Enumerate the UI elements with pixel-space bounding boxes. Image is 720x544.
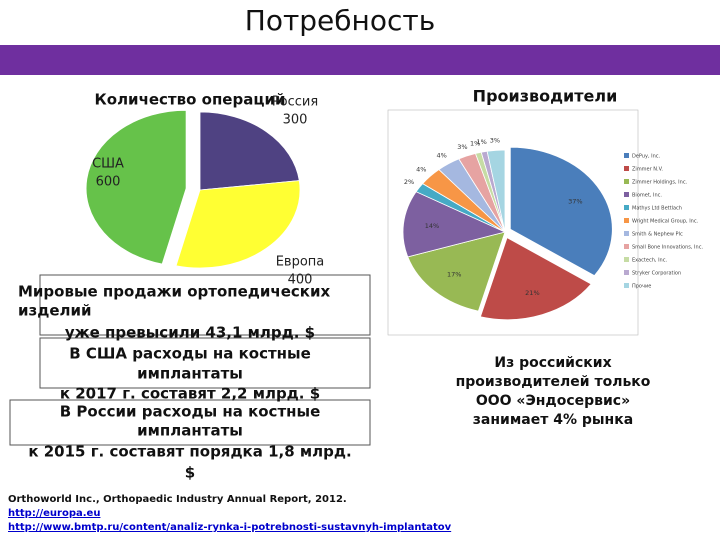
data-label-name: Европа	[276, 255, 325, 270]
legend-label: Exactech, Inc.	[632, 258, 667, 264]
data-label: 3%	[490, 137, 500, 145]
legend-label: Zimmer N.V.	[632, 167, 663, 173]
chart-title: Количество операций	[95, 91, 286, 109]
data-label-value: 300	[283, 113, 308, 128]
banner	[0, 45, 720, 75]
body-text: изделий	[18, 302, 92, 320]
body-text: В США расходы на костные	[69, 345, 311, 363]
legend-label: Прочие	[632, 284, 651, 290]
legend-label: Smith & Nephew Plc	[632, 232, 683, 238]
legend-label: Small Bone Innovations, Inc.	[632, 245, 703, 251]
body-text: занимает 4% рынка	[473, 412, 633, 428]
pie-slice	[407, 231, 506, 312]
legend-label: Mathys Ltd Bettlach	[632, 206, 682, 212]
data-label: 4%	[437, 152, 447, 160]
text-box	[9, 399, 371, 446]
legend-label: Zimmer Holdings, Inc.	[632, 180, 688, 186]
body-text: Из российских	[494, 355, 611, 371]
body-text: Мировые продажи ортопедических	[18, 283, 330, 301]
legend-swatch	[624, 179, 629, 184]
legend-swatch	[624, 244, 629, 249]
text-box	[39, 274, 371, 336]
data-label-value: 600	[96, 175, 121, 190]
legend-swatch	[624, 192, 629, 197]
pie-slice	[479, 237, 592, 321]
text-box	[39, 337, 371, 389]
legend-swatch	[624, 153, 629, 158]
data-label: 37%	[568, 198, 582, 206]
data-label-name: США	[92, 157, 124, 172]
body-text: В России расходы на костные	[60, 403, 321, 421]
body-text: к 2015 г. составят порядка 1,8 млрд.	[28, 443, 351, 461]
legend-swatch	[624, 231, 629, 236]
slide-title: Потребность	[245, 4, 435, 37]
data-label: 17%	[447, 271, 461, 279]
body-text: ООО «Эндосервис»	[476, 393, 630, 409]
data-label: 4%	[416, 165, 426, 173]
pie-slice	[486, 149, 506, 233]
data-label: 21%	[525, 289, 539, 297]
legend-label: Wright Medical Group, Inc.	[632, 219, 699, 225]
data-label: 1%	[470, 139, 480, 147]
legend-swatch	[624, 270, 629, 275]
data-label-name: Россия	[272, 95, 318, 110]
legend-swatch	[624, 283, 629, 288]
pie-slice	[402, 191, 507, 258]
source-link: http://www.bmtp.ru/content/analiz-rynka-…	[8, 522, 452, 533]
source-text: Orthoworld Inc., Orthopaedic Industry An…	[8, 494, 347, 505]
data-label: 1%	[477, 138, 487, 146]
data-label: 2%	[404, 178, 414, 186]
body-text: к 2017 г. составят 2,2 млрд. $	[60, 385, 320, 403]
pie-slice	[175, 180, 301, 269]
body-text: $	[185, 464, 195, 482]
body-text: производителей только	[456, 374, 651, 390]
data-label: 3%	[457, 143, 467, 151]
chart-frame	[387, 109, 639, 336]
legend-label: Biomet, Inc.	[632, 193, 662, 199]
source-link: http://europa.eu	[8, 508, 100, 519]
legend-label: Stryker Corporation	[632, 271, 681, 277]
data-label: 14%	[425, 222, 439, 230]
body-text: имплантаты	[137, 422, 243, 440]
data-label-value: 400	[288, 273, 313, 288]
legend-swatch	[624, 166, 629, 171]
pie-slice	[199, 111, 300, 191]
chart-title: Производители	[473, 87, 618, 106]
pie-slice	[509, 146, 613, 277]
body-text: уже превысили 43,1 млрд. $	[65, 324, 315, 342]
legend-swatch	[624, 218, 629, 223]
legend-swatch	[624, 257, 629, 262]
legend-swatch	[624, 205, 629, 210]
body-text: имплантаты	[137, 365, 243, 383]
legend-label: DePuy, Inc.	[632, 154, 661, 160]
pie-slice	[85, 109, 187, 265]
